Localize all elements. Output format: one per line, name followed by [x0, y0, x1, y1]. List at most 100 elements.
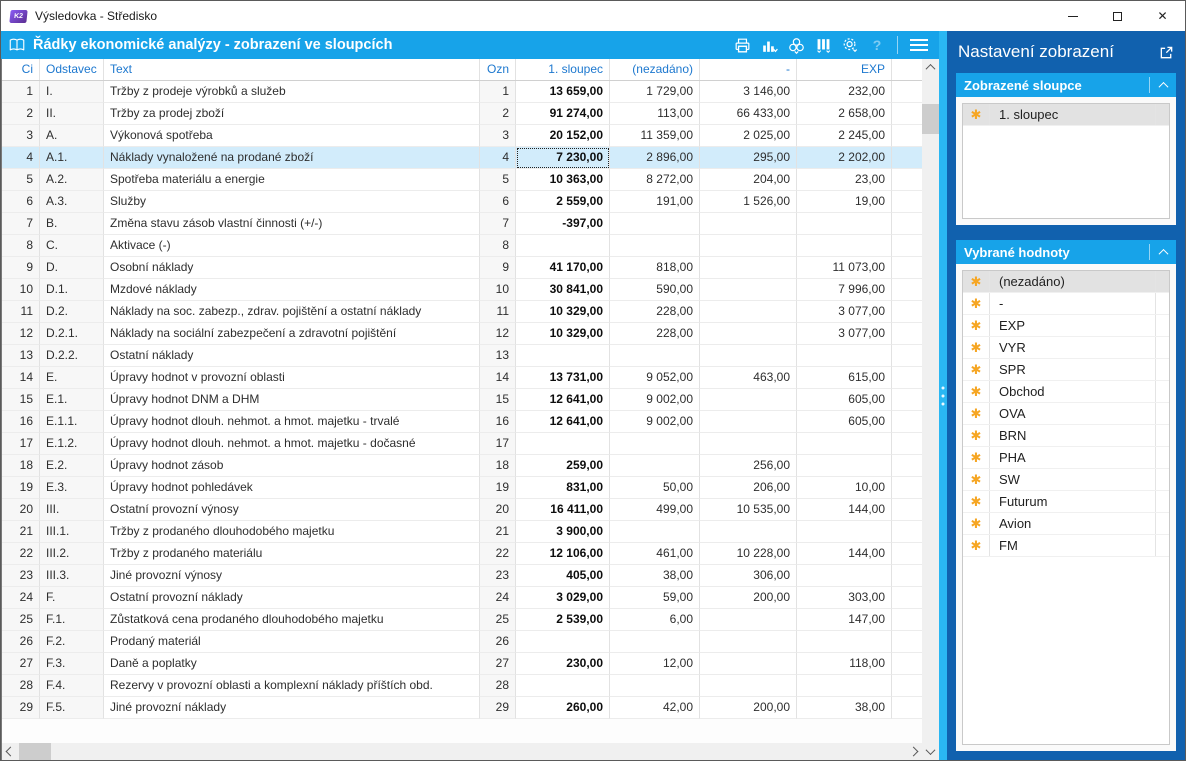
- table-row[interactable]: 8 C. Aktivace (-) 8: [2, 235, 922, 257]
- column-header-nezadano[interactable]: (nezadáno): [610, 59, 700, 80]
- cell-ozn[interactable]: 16: [480, 411, 516, 433]
- cell-exp[interactable]: [797, 455, 892, 477]
- cell-nezadano[interactable]: 42,00: [610, 697, 700, 719]
- cell-exp[interactable]: 7 996,00: [797, 279, 892, 301]
- cell-nezadano[interactable]: 6,00: [610, 609, 700, 631]
- cell-ci[interactable]: 26: [2, 631, 40, 653]
- table-row[interactable]: 26 F.2. Prodaný materiál 26: [2, 631, 922, 653]
- cell-dash[interactable]: [700, 653, 797, 675]
- vertical-scroll-thumb[interactable]: [922, 104, 939, 134]
- table-row[interactable]: 11 D.2. Náklady na soc. zabezp., zdrav. po…: [2, 301, 922, 323]
- cell-c1[interactable]: 16 411,00: [516, 499, 610, 521]
- cell-ci[interactable]: 1: [2, 81, 40, 103]
- cell-dash[interactable]: [700, 521, 797, 543]
- cell-exp[interactable]: 38,00: [797, 697, 892, 719]
- cell-text[interactable]: Osobní náklady: [104, 257, 480, 279]
- columns-icon[interactable]: [811, 33, 835, 57]
- cell-text[interactable]: Úpravy hodnot dlouh. nehmot. a hmot. maj…: [104, 433, 480, 455]
- cell-exp[interactable]: [797, 213, 892, 235]
- cell-exp[interactable]: [797, 433, 892, 455]
- cell-dash[interactable]: [700, 433, 797, 455]
- list-item[interactable]: ✱ Obchod: [963, 381, 1169, 403]
- column-header-odstavec[interactable]: Odstavec: [40, 59, 104, 80]
- cell-nezadano[interactable]: 191,00: [610, 191, 700, 213]
- cell-ozn[interactable]: 7: [480, 213, 516, 235]
- cell-nezadano[interactable]: [610, 433, 700, 455]
- cell-exp[interactable]: 615,00: [797, 367, 892, 389]
- cell-exp[interactable]: 11 073,00: [797, 257, 892, 279]
- table-row[interactable]: 2 II. Tržby za prodej zboží 2 91 274,00 113,0…: [2, 103, 922, 125]
- cell-nezadano[interactable]: 12,00: [610, 653, 700, 675]
- cell-nezadano[interactable]: 38,00: [610, 565, 700, 587]
- table-row[interactable]: 7 B. Změna stavu zásob vlastní činnosti (+…: [2, 213, 922, 235]
- cell-nezadano[interactable]: 818,00: [610, 257, 700, 279]
- table-row[interactable]: 20 III. Ostatní provozní výnosy 20 16 411,00…: [2, 499, 922, 521]
- cell-ozn[interactable]: 3: [480, 125, 516, 147]
- cell-c1[interactable]: [516, 675, 610, 697]
- cell-dash[interactable]: 1 526,00: [700, 191, 797, 213]
- cell-c1[interactable]: [516, 631, 610, 653]
- cell-ozn[interactable]: 2: [480, 103, 516, 125]
- list-item[interactable]: ✱ FM: [963, 535, 1169, 557]
- cell-ci[interactable]: 17: [2, 433, 40, 455]
- cell-c1[interactable]: [516, 345, 610, 367]
- cell-c1[interactable]: 259,00: [516, 455, 610, 477]
- cell-c1[interactable]: 30 841,00: [516, 279, 610, 301]
- cell-ozn[interactable]: 24: [480, 587, 516, 609]
- cell-text[interactable]: Ostatní náklady: [104, 345, 480, 367]
- column-header-ozn[interactable]: Ozn: [480, 59, 516, 80]
- cell-odstavec[interactable]: F.4.: [40, 675, 104, 697]
- cell-odstavec[interactable]: A.3.: [40, 191, 104, 213]
- scroll-up-button[interactable]: [922, 59, 939, 76]
- cell-nezadano[interactable]: [610, 455, 700, 477]
- list-item[interactable]: ✱ EXP: [963, 315, 1169, 337]
- cell-exp[interactable]: [797, 345, 892, 367]
- cell-nezadano[interactable]: [610, 213, 700, 235]
- cell-ozn[interactable]: 15: [480, 389, 516, 411]
- cell-nezadano[interactable]: [610, 345, 700, 367]
- cell-text[interactable]: Jiné provozní výnosy: [104, 565, 480, 587]
- cell-c1[interactable]: 831,00: [516, 477, 610, 499]
- cell-exp[interactable]: 303,00: [797, 587, 892, 609]
- cell-text[interactable]: Spotřeba materiálu a energie: [104, 169, 480, 191]
- cell-c1[interactable]: 13 731,00: [516, 367, 610, 389]
- cell-odstavec[interactable]: D.2.: [40, 301, 104, 323]
- cell-ci[interactable]: 13: [2, 345, 40, 367]
- cell-ozn[interactable]: 12: [480, 323, 516, 345]
- cell-c1[interactable]: -397,00: [516, 213, 610, 235]
- cell-c1[interactable]: [516, 433, 610, 455]
- cell-c1[interactable]: 2 559,00: [516, 191, 610, 213]
- cell-odstavec[interactable]: A.: [40, 125, 104, 147]
- clover-icon[interactable]: [784, 33, 808, 57]
- cell-ozn[interactable]: 10: [480, 279, 516, 301]
- cell-odstavec[interactable]: F.1.: [40, 609, 104, 631]
- cell-nezadano[interactable]: 9 002,00: [610, 389, 700, 411]
- cell-ozn[interactable]: 5: [480, 169, 516, 191]
- cell-text[interactable]: Tržby za prodej zboží: [104, 103, 480, 125]
- cell-dash[interactable]: [700, 279, 797, 301]
- cell-c1[interactable]: 10 329,00: [516, 301, 610, 323]
- cell-ozn[interactable]: 4: [480, 147, 516, 169]
- column-header-ci[interactable]: Ci: [2, 59, 40, 80]
- cell-ozn[interactable]: 1: [480, 81, 516, 103]
- column-header-c1[interactable]: 1. sloupec: [516, 59, 610, 80]
- cell-nezadano[interactable]: 1 729,00: [610, 81, 700, 103]
- cell-nezadano[interactable]: 113,00: [610, 103, 700, 125]
- cell-ci[interactable]: 20: [2, 499, 40, 521]
- collapse-button[interactable]: [1150, 81, 1176, 92]
- table-row[interactable]: 19 E.3. Úpravy hodnot pohledávek 19 831,00 50…: [2, 477, 922, 499]
- cell-ci[interactable]: 12: [2, 323, 40, 345]
- cell-exp[interactable]: [797, 521, 892, 543]
- cell-dash[interactable]: 2 025,00: [700, 125, 797, 147]
- collapse-button[interactable]: [1150, 248, 1176, 259]
- cell-ci[interactable]: 28: [2, 675, 40, 697]
- cell-odstavec[interactable]: E.2.: [40, 455, 104, 477]
- cell-nezadano[interactable]: 461,00: [610, 543, 700, 565]
- cell-nezadano[interactable]: 50,00: [610, 477, 700, 499]
- cell-ozn[interactable]: 20: [480, 499, 516, 521]
- table-row[interactable]: 4 A.1. Náklady vynaložené na prodané zboží…: [2, 147, 922, 169]
- cell-text[interactable]: Úpravy hodnot DNM a DHM: [104, 389, 480, 411]
- table-row[interactable]: 12 D.2.1. Náklady na sociální zabezpečení …: [2, 323, 922, 345]
- popout-icon[interactable]: [1159, 45, 1174, 60]
- cell-odstavec[interactable]: E.1.1.: [40, 411, 104, 433]
